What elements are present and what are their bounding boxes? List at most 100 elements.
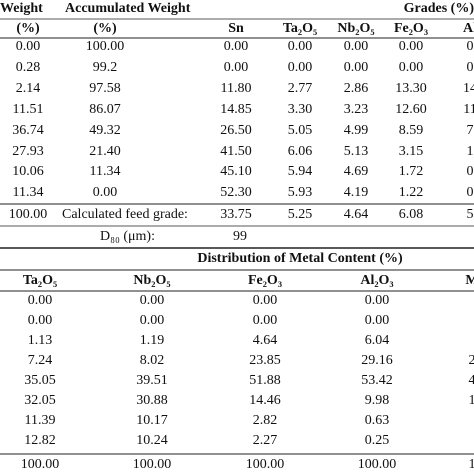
cell: 6.04 [365,333,390,348]
cell: 0.00 [140,313,165,328]
cell: 0.00 [253,313,278,328]
cell: 1.19 [140,333,165,348]
cell: 1 [469,457,474,472]
cell: 2.27 [253,433,278,448]
cell: 9.98 [365,393,390,408]
cell: 0.00 [16,39,41,54]
cell: 4.19 [344,185,369,200]
cell: 5.13 [344,144,369,159]
cell: 33.75 [220,207,252,222]
cell: 0.00 [28,293,53,308]
cell: 100.00 [21,457,60,472]
row-label: Calculated feed grade: [62,207,188,222]
column-header: Fe₂O₃ [248,273,282,288]
cell: 11.51 [13,102,44,117]
column-header: Ta₂O₅ [23,273,57,288]
cell: 0 [467,39,474,54]
cell: 11 [463,102,474,117]
column-header: Nb₂O₅ [337,21,374,36]
cell: 12.82 [24,433,56,448]
cell: 11.39 [25,413,56,428]
cell: 0.00 [93,185,118,200]
cell: 3.15 [399,144,424,159]
cell: 35.05 [24,373,56,388]
cell: 5.05 [288,123,313,138]
column-header: Sn [228,21,244,36]
cell: 2.86 [344,81,369,96]
cell: 53.42 [361,373,393,388]
cell: 100.00 [133,457,172,472]
cell: 0.00 [365,293,390,308]
cell: 11.80 [221,81,252,96]
cell: 51.88 [249,373,281,388]
cell: 0 [467,60,474,75]
cell: 26.50 [220,123,252,138]
cell: 10.17 [136,413,168,428]
cell: 0.00 [399,39,424,54]
cell: 10.24 [136,433,168,448]
cell: 0 [467,164,474,179]
column-header: Grades (%) [404,1,474,16]
cell: 2 [469,353,474,368]
column-header: Accumulated Weight [65,1,191,16]
cell: 99.2 [93,60,118,75]
column-header: Ta₂O₅ [283,21,317,36]
cell: 0.00 [344,60,369,75]
cell: 100.00 [246,457,285,472]
cell: 0.00 [28,313,53,328]
cell: 4.64 [344,207,369,222]
cell: 0.25 [365,433,390,448]
cell: 1 [469,393,474,408]
cell: 5.25 [288,207,313,222]
cell: 10.06 [12,164,44,179]
cell: 30.88 [136,393,168,408]
cell: 100.00 [358,457,397,472]
cell: 7.24 [28,353,53,368]
row-label: D₈₀ (μm): [100,229,155,244]
cell: 4.69 [344,164,369,179]
cell: 86.07 [89,102,121,117]
cell: 1.22 [399,185,424,200]
cell: 4.99 [344,123,369,138]
cell: 8.59 [399,123,424,138]
cell: 99 [233,229,247,244]
column-header: Nb₂O₅ [133,273,170,288]
cell: 49.32 [89,123,121,138]
cell: 2.14 [16,81,41,96]
cell: 32.05 [24,393,56,408]
cell: 0.00 [399,60,424,75]
cell: 0.00 [288,60,313,75]
unit-label: (%) [93,21,117,36]
cell: 11.34 [90,164,121,179]
cell: 4 [469,373,474,388]
cell: 4.64 [253,333,278,348]
cell: 39.51 [136,373,168,388]
cell: 21.40 [89,144,121,159]
cell: 5 [467,207,474,222]
column-header: Al₂O₃ [360,273,393,288]
cell: 45.10 [220,164,252,179]
cell: 0.63 [365,413,390,428]
cell: 14.85 [220,102,252,117]
unit-label: (%) [16,21,40,36]
cell: 2.77 [288,81,313,96]
cell: 14 [463,81,474,96]
column-header: Al [463,21,474,36]
cell: 12.60 [395,102,427,117]
cell: 3.23 [344,102,369,117]
cell: 14.46 [249,393,281,408]
column-header: Weight [0,1,43,16]
cell: 13.30 [395,81,427,96]
cell: 100.00 [9,207,48,222]
cell: 6.08 [399,207,424,222]
cell: 5.93 [288,185,313,200]
cell: 0.00 [288,39,313,54]
column-header: M [465,273,474,288]
cell: 0.00 [224,60,249,75]
cell: 8.02 [140,353,165,368]
cell: 11.34 [13,185,44,200]
cell: 29.16 [361,353,393,368]
cell: 97.58 [89,81,121,96]
cell: 0.28 [16,60,41,75]
cell: 2.82 [253,413,278,428]
